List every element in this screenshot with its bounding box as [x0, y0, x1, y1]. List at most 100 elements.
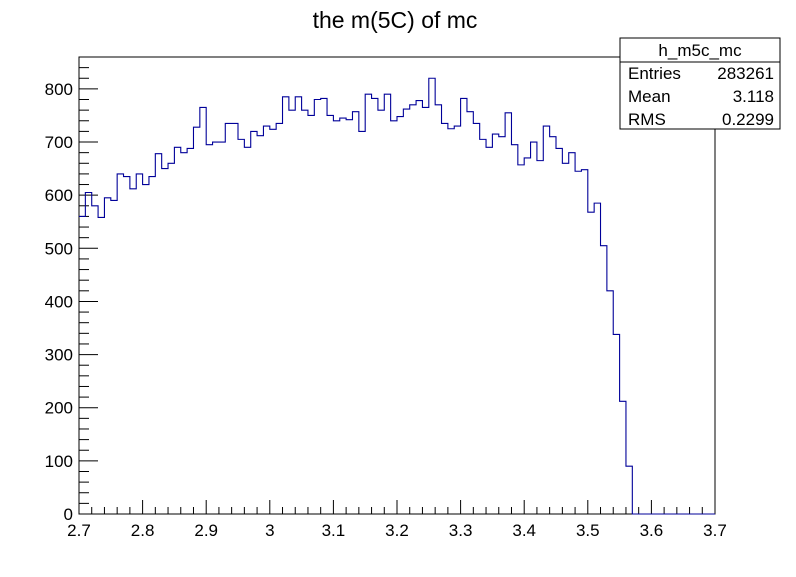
x-tick-label: 3.4: [512, 521, 536, 540]
histogram-bin: [601, 246, 607, 514]
histogram-bin: [556, 148, 562, 514]
histogram-bin: [607, 291, 613, 514]
histogram-bin: [149, 177, 155, 514]
histogram-bin: [575, 171, 581, 514]
histogram-bin: [531, 142, 537, 514]
histogram-bin: [136, 174, 142, 514]
stats-box-frame: [619, 37, 781, 130]
histogram-bin: [257, 136, 263, 514]
histogram-bin: [365, 94, 371, 514]
histogram-bin: [98, 217, 104, 514]
histogram-bin: [174, 147, 180, 514]
histogram-bin: [626, 466, 632, 514]
stats-mean-value: 3.118: [733, 87, 774, 106]
histogram-bin: [251, 131, 257, 514]
histogram-bin: [397, 117, 403, 514]
stats-entries-label: Entries: [628, 64, 681, 83]
histogram-bin: [308, 115, 314, 514]
x-tick-label: 3.2: [385, 521, 409, 540]
x-tick-label: 3.7: [703, 521, 727, 540]
histogram-bin: [410, 105, 416, 514]
stats-box-title: h_m5c_mc: [658, 41, 742, 60]
stats-rms-label: RMS: [628, 110, 666, 129]
y-tick-label: 500: [45, 239, 73, 258]
y-tick-label: 0: [64, 505, 73, 524]
histogram-bin: [206, 145, 212, 514]
histogram-bin: [327, 115, 333, 514]
histogram-bin: [124, 177, 130, 514]
histogram-bin: [429, 78, 435, 514]
histogram-bin: [391, 121, 397, 514]
y-tick-label: 400: [45, 292, 73, 311]
y-tick-label: 600: [45, 186, 73, 205]
histogram-bin: [442, 123, 448, 514]
histogram-bin: [352, 112, 358, 514]
x-tick-label: 3.1: [322, 521, 346, 540]
histogram-bin: [270, 129, 276, 514]
chart-title: the m(5C) of mc: [313, 7, 478, 33]
histogram-bin: [499, 137, 505, 514]
histogram-bin: [181, 153, 187, 514]
stats-rms-value: 0.2299: [722, 110, 774, 129]
histogram-bin: [359, 131, 365, 514]
histogram-bin: [295, 97, 301, 514]
histogram-bin: [168, 163, 174, 514]
histogram-bin: [613, 334, 619, 514]
y-tick-label: 100: [45, 452, 73, 471]
histogram-bin: [594, 203, 600, 514]
histogram-bin: [314, 100, 320, 514]
histogram-bin: [213, 142, 219, 514]
x-tick-label: 3.6: [640, 521, 664, 540]
histogram-bin: [193, 127, 199, 514]
x-tick-label: 3: [265, 521, 274, 540]
histogram-bin: [524, 158, 530, 514]
histogram-bin: [518, 165, 524, 514]
histogram-bin: [143, 185, 149, 514]
histogram-bin: [473, 123, 479, 514]
histogram-bin: [321, 98, 327, 514]
histogram-bin: [422, 107, 428, 514]
histogram-bin: [620, 401, 626, 514]
y-tick-label: 200: [45, 399, 73, 418]
stats-mean-label: Mean: [628, 87, 671, 106]
histogram-bin: [448, 129, 454, 514]
histogram-bin: [79, 216, 85, 514]
histogram-bin: [104, 198, 110, 514]
histogram-bin: [403, 109, 409, 514]
histogram-bin: [289, 110, 295, 514]
histogram-bin: [92, 206, 98, 514]
histogram-bin: [283, 97, 289, 514]
histogram-bin: [340, 118, 346, 514]
histogram-bin: [276, 123, 282, 514]
y-tick-label: 700: [45, 133, 73, 152]
histogram-bin: [333, 121, 339, 514]
histogram-bin: [511, 145, 517, 514]
histogram-bin: [581, 170, 587, 514]
histogram-bin: [225, 123, 231, 514]
histogram-bin: [263, 126, 269, 514]
x-tick-label: 2.9: [194, 521, 218, 540]
histogram-bin: [162, 169, 168, 514]
histogram-bin: [187, 148, 193, 514]
histogram-bin: [219, 142, 225, 514]
x-tick-label: 3.5: [576, 521, 600, 540]
stats-box: h_m5c_mc Entries 283261 Mean 3.118 RMS 0…: [619, 37, 781, 130]
histogram-bin: [238, 139, 244, 514]
histogram-bin: [244, 147, 250, 514]
histogram-bin: [480, 139, 486, 514]
histogram-bin: [416, 101, 422, 514]
histogram-bin: [562, 163, 568, 514]
histogram-bin: [302, 110, 308, 514]
histogram-bin: [505, 113, 511, 514]
x-tick-label: 2.7: [67, 521, 91, 540]
histogram-bin: [492, 134, 498, 514]
y-tick-label: 300: [45, 346, 73, 365]
histogram-bin: [384, 94, 390, 514]
histogram-bin: [569, 153, 575, 514]
histogram-bin: [543, 126, 549, 514]
histogram-bin: [111, 200, 117, 514]
histogram-bin: [346, 120, 352, 514]
histogram-bin: [130, 189, 136, 514]
histogram-bin: [454, 126, 460, 514]
